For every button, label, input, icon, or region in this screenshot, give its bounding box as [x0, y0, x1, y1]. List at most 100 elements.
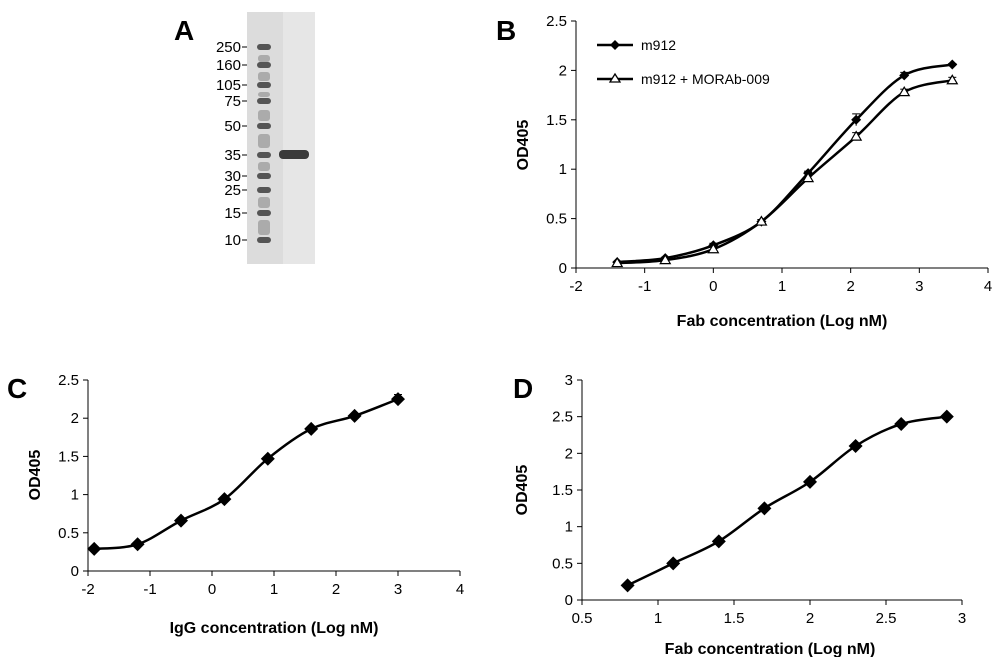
x-tick-label: 2 [332, 581, 340, 598]
data-point [802, 171, 815, 183]
y-tick-label: 0.5 [58, 525, 79, 542]
data-point [260, 451, 275, 466]
panel-label-b: B [496, 15, 516, 46]
y-tick-label: 1.5 [552, 482, 573, 499]
data-point [217, 492, 232, 507]
y-tick-label: 2.5 [552, 409, 573, 426]
data-point [707, 243, 720, 254]
data-point [894, 417, 909, 431]
y-tick-label: 1 [565, 519, 573, 536]
y-tick-label: 1 [71, 487, 79, 504]
x-axis-label: Fab concentration (Log nM) [677, 313, 888, 330]
gel-marker-label: 25 [224, 182, 241, 199]
gel-ladder-band [257, 44, 271, 50]
legend-marker-triangle [608, 72, 622, 83]
series-line [617, 63, 953, 264]
y-tick-label: 2 [565, 445, 573, 462]
y-tick-label: 3 [565, 372, 573, 389]
data-point [659, 253, 672, 265]
data-point [803, 474, 817, 489]
x-tick-label: 2 [846, 278, 854, 295]
y-tick-label: 1.5 [546, 112, 567, 129]
y-tick-label: 2.5 [546, 13, 567, 30]
legend-label-m912-morab: m912 + MORAb-009 [641, 71, 770, 87]
gel-ladder-smear [258, 55, 270, 62]
legend-marker-diamond [610, 40, 620, 50]
gel-ladder-band [257, 123, 271, 129]
gel-sample-band [279, 150, 309, 159]
x-tick-label: 0.5 [572, 610, 593, 627]
y-axis-label: OD405 [27, 450, 44, 501]
gel-ladder-band [257, 62, 271, 68]
data-point [848, 439, 863, 453]
data-point [757, 501, 772, 516]
gel-ladder-lane [257, 44, 271, 243]
gel-ladder-smear [258, 72, 270, 81]
x-tick-label: 2 [806, 610, 814, 627]
gel-ladder-smear [258, 92, 270, 97]
data-point [347, 408, 362, 423]
x-tick-label: 4 [456, 581, 464, 598]
gel-ladder-band [257, 187, 271, 193]
x-tick-label: -2 [569, 278, 582, 295]
x-axis-label: IgG concentration (Log nM) [170, 620, 379, 637]
x-tick-label: 0 [208, 581, 216, 598]
y-tick-label: 2 [71, 410, 79, 427]
gel-ladder-band [257, 82, 271, 88]
x-tick-label: 2.5 [876, 610, 897, 627]
y-tick-label: 0.5 [546, 211, 567, 228]
x-tick-label: -1 [638, 278, 651, 295]
data-point [391, 392, 405, 407]
gel-marker-label: 35 [224, 147, 241, 164]
gel-ladder-band [257, 237, 271, 243]
x-tick-label: 3 [394, 581, 402, 598]
y-tick-label: 2 [559, 62, 567, 79]
data-point [666, 556, 681, 571]
gel-ladder-band [257, 98, 271, 104]
panel-label-a: A [174, 15, 194, 46]
x-tick-label: 1.5 [724, 610, 745, 627]
data-point [130, 537, 145, 552]
data-point [946, 74, 959, 85]
y-axis-label: OD405 [514, 465, 531, 516]
x-tick-label: 0 [709, 278, 717, 295]
gel-ladder-band [257, 152, 271, 158]
gel-ladder-smear [258, 162, 270, 171]
x-tick-label: -1 [143, 581, 156, 598]
x-tick-label: 1 [270, 581, 278, 598]
y-tick-label: 1.5 [58, 448, 79, 465]
x-tick-label: 1 [654, 610, 662, 627]
series-line [617, 79, 953, 265]
y-tick-label: 0.5 [552, 555, 573, 572]
data-point [174, 513, 188, 528]
gel-marker-label: 75 [224, 93, 241, 110]
panel-label-d: D [513, 373, 533, 404]
series-line [94, 397, 399, 551]
x-tick-label: 4 [984, 278, 992, 295]
data-point [87, 541, 102, 556]
gel-ladder-band [257, 210, 271, 216]
gel-marker-label: 30 [224, 168, 241, 185]
chart-c: -2 -1 0 1 2 3 4 0 0.5 1 1.5 2 2.5 IgG concentration (… [27, 372, 464, 637]
x-tick-label: -2 [81, 581, 94, 598]
gel-marker-label: 105 [216, 77, 241, 94]
x-tick-label: 3 [915, 278, 923, 295]
data-point [899, 70, 910, 81]
x-tick-label: 3 [958, 610, 966, 627]
y-tick-label: 0 [565, 592, 573, 609]
gel-marker-label: 15 [224, 205, 241, 222]
data-point [898, 85, 911, 97]
gel-marker-label: 10 [224, 232, 241, 249]
gel-ladder-smear [258, 197, 270, 208]
panel-c: C -2 -1 0 1 2 3 4 0 0.5 1 1.5 2 2.5 IgG concentration… [7, 372, 464, 637]
panel-b: B -2 -1 0 1 2 3 4 0 0.5 1 1.5 2 2.5 Fab concentration… [496, 13, 992, 330]
data-point [711, 534, 726, 549]
gel-marker-label: 160 [216, 57, 241, 74]
x-axis-label: Fab concentration (Log nM) [665, 641, 876, 657]
data-point [939, 409, 954, 424]
data-point [755, 215, 768, 226]
data-point [620, 578, 635, 593]
gel-ladder-smear [258, 110, 270, 121]
